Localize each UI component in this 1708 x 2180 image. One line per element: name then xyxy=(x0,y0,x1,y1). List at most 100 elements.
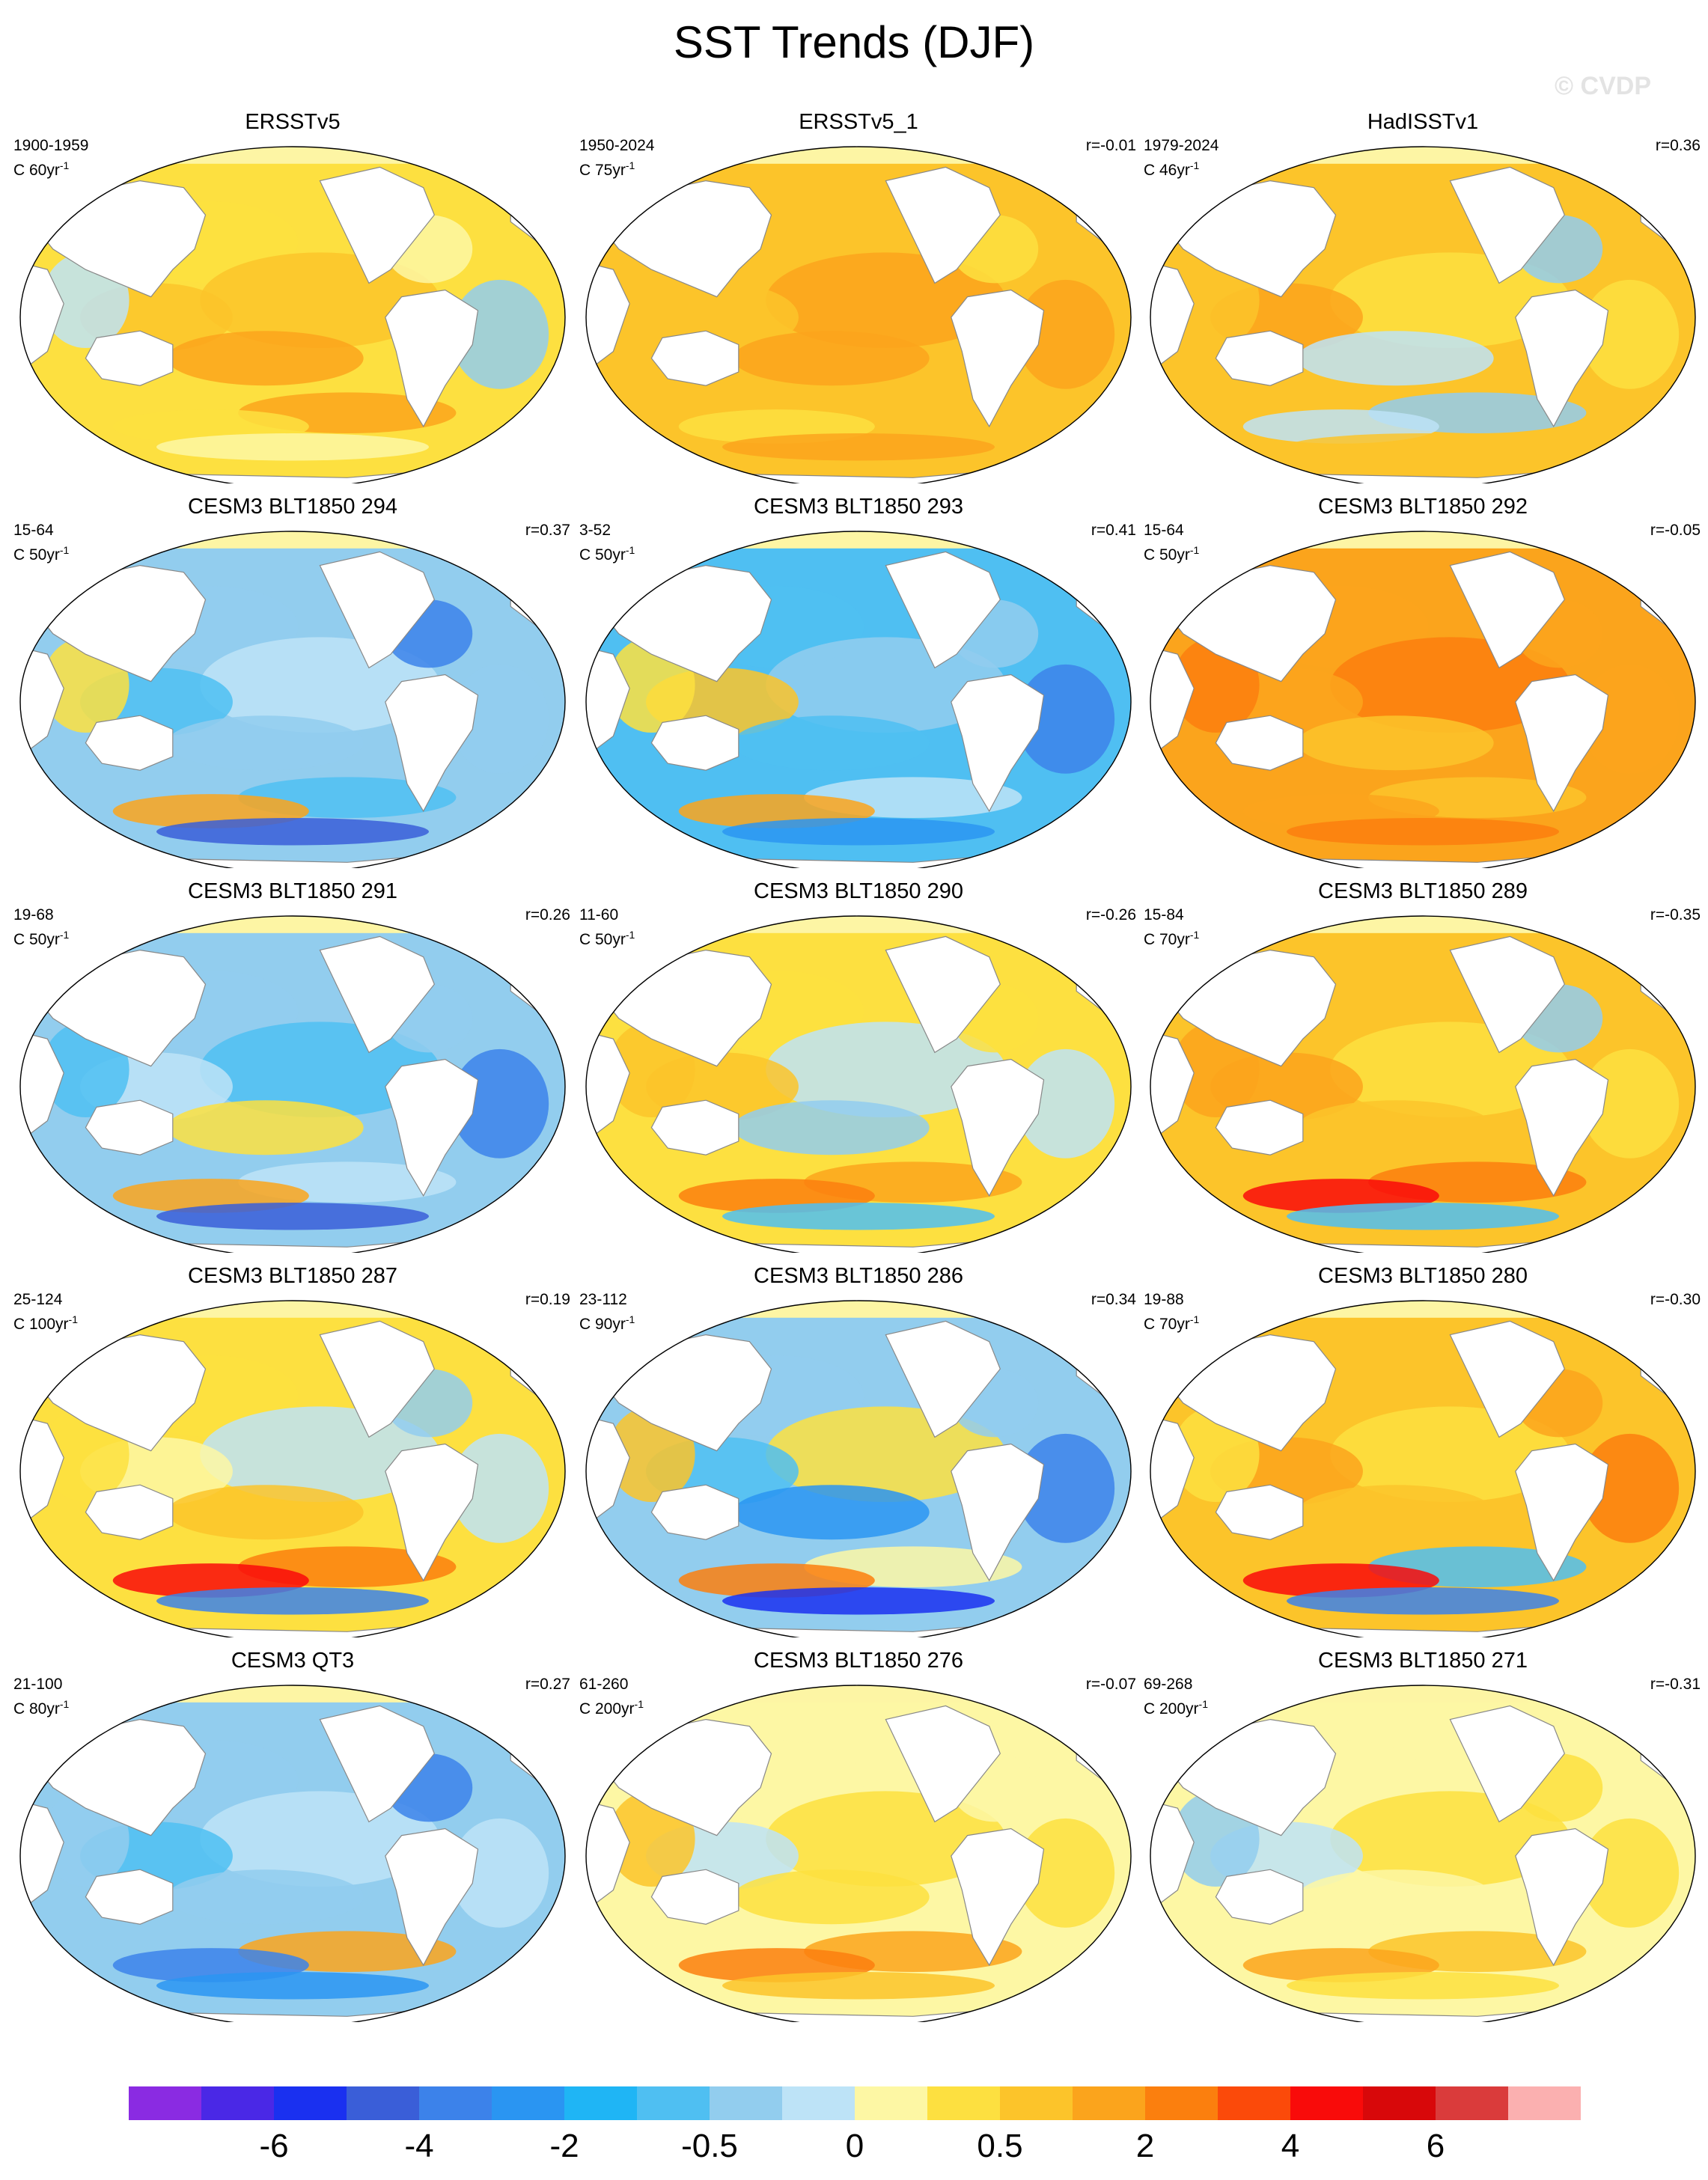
panel-correlation: r=0.19 xyxy=(525,1291,570,1308)
trend-region xyxy=(1581,279,1680,389)
trend-region xyxy=(722,1972,995,2000)
map-border xyxy=(585,915,1132,1253)
panel-trend-scale: C 60yr-1 xyxy=(13,156,69,180)
colorbar-swatch xyxy=(129,2086,201,2120)
land-australia xyxy=(1215,1099,1304,1155)
panel-title: CESM3 BLT1850 271 xyxy=(1318,1649,1528,1673)
land-australia xyxy=(650,1484,739,1540)
trend-region xyxy=(1297,1485,1494,1540)
colorbar-swatch xyxy=(855,2086,927,2120)
panel-trend-scale-text: C 70yr xyxy=(1144,1316,1190,1333)
map-projection xyxy=(1150,146,1696,483)
panel-trend-scale-text: C 46yr xyxy=(1144,162,1190,179)
map-panel: CESM3 BLT1850 286 23-112 C 90yr-1 r=0.34 xyxy=(576,1263,1141,1637)
land-samerica xyxy=(951,674,1045,813)
panel-trend-scale: C 70yr-1 xyxy=(1144,925,1199,950)
trend-region xyxy=(733,715,930,771)
panel-title: CESM3 BLT1850 292 xyxy=(1318,495,1528,519)
land-namerica xyxy=(1449,1320,1565,1438)
panel-trend-scale-exponent: -1 xyxy=(59,1698,70,1710)
panel-trend-scale: C 200yr-1 xyxy=(1144,1694,1208,1719)
land-namerica xyxy=(319,1705,435,1823)
trend-region xyxy=(1581,1818,1680,1928)
sea-ice xyxy=(20,1301,565,1318)
map-projection xyxy=(585,146,1132,483)
map-panel: CESM3 BLT1850 276 61-260 C 200yr-1 r=-0.07 xyxy=(576,1648,1141,2022)
panel-years: 23-112 xyxy=(579,1291,627,1308)
land-samerica xyxy=(1515,1058,1609,1197)
panel-years: 69-268 xyxy=(1144,1676,1193,1693)
land-namerica xyxy=(1449,935,1565,1054)
sea-ice xyxy=(1150,1685,1695,1703)
panel-trend-scale-text: C 50yr xyxy=(13,931,60,948)
colorbar-label: 0.5 xyxy=(977,2128,1023,2164)
trend-region xyxy=(1297,715,1494,771)
trend-region xyxy=(1297,1869,1494,1925)
trend-region xyxy=(1016,664,1115,774)
panel-correlation: r=-0.26 xyxy=(1085,906,1136,923)
map-border xyxy=(1150,1300,1696,1637)
map-projection xyxy=(19,146,566,483)
colorbar-label: -4 xyxy=(404,2128,434,2164)
trend-region xyxy=(167,1100,364,1155)
land-africa xyxy=(586,262,630,373)
panel-title: HadISSTv1 xyxy=(1367,110,1479,134)
trend-region xyxy=(1581,1433,1680,1543)
land-namerica xyxy=(1449,1705,1565,1823)
map-panel: CESM3 BLT1850 287 25-124 C 100yr-1 r=0.19 xyxy=(10,1263,575,1637)
trend-region xyxy=(156,1587,429,1615)
trend-region xyxy=(722,818,995,846)
watermark: © CVDP xyxy=(1555,72,1651,100)
panel-trend-scale-text: C 200yr xyxy=(579,1700,635,1718)
land-samerica xyxy=(951,1443,1045,1582)
map-border xyxy=(585,1685,1132,2022)
land-africa xyxy=(586,647,630,758)
colorbar-label: 2 xyxy=(1135,2128,1155,2164)
land-namerica xyxy=(319,935,435,1054)
trend-region xyxy=(451,1818,549,1928)
sea-ice xyxy=(1150,531,1695,549)
colorbar-swatch xyxy=(927,2086,1000,2120)
trend-region xyxy=(1297,331,1494,386)
colorbar-swatch xyxy=(637,2086,710,2120)
panel-correlation: r=-0.01 xyxy=(1085,137,1136,154)
trend-region xyxy=(156,818,429,846)
panel-trend-scale-exponent: -1 xyxy=(59,929,70,941)
colorbar-swatch xyxy=(1145,2086,1218,2120)
land-australia xyxy=(650,330,739,386)
land-samerica xyxy=(951,1058,1045,1197)
panel-trend-scale: C 50yr-1 xyxy=(13,540,69,565)
land-samerica xyxy=(951,289,1045,428)
colorbar-label: -0.5 xyxy=(681,2128,738,2164)
panel-trend-scale: C 50yr-1 xyxy=(13,925,69,950)
map-panel: CESM3 BLT1850 280 19-88 C 70yr-1 r=-0.30 xyxy=(1141,1263,1705,1637)
trend-region xyxy=(733,1100,930,1155)
map-projection xyxy=(1150,1685,1696,2022)
map-panel: CESM3 BLT1850 292 15-64 C 50yr-1 r=-0.05 xyxy=(1141,494,1705,868)
sea-ice xyxy=(586,147,1131,164)
land-australia xyxy=(85,1484,174,1540)
sea-ice xyxy=(1150,147,1695,164)
colorbar-swatch xyxy=(419,2086,492,2120)
panel-trend-scale-exponent: -1 xyxy=(59,159,70,171)
sea-ice xyxy=(586,531,1131,549)
trend-region xyxy=(1287,1972,1559,2000)
land-namerica xyxy=(319,551,435,669)
panel-years: 19-88 xyxy=(1144,1291,1184,1308)
trend-region xyxy=(451,279,549,389)
sea-ice xyxy=(20,531,565,549)
panel-title: CESM3 BLT1850 290 xyxy=(754,879,963,903)
trend-region xyxy=(156,1972,429,2000)
land-africa xyxy=(20,1031,64,1143)
colorbar-swatch xyxy=(1290,2086,1363,2120)
map-projection xyxy=(19,531,566,868)
trend-region xyxy=(1016,1048,1115,1158)
map-panel: CESM3 BLT1850 291 19-68 C 50yr-1 r=0.26 xyxy=(10,879,575,1253)
trend-region xyxy=(722,1587,995,1615)
map-border xyxy=(19,146,566,483)
land-africa xyxy=(1150,1416,1195,1527)
map-panel: CESM3 QT3 21-100 C 80yr-1 r=0.27 xyxy=(10,1648,575,2022)
colorbar-swatch xyxy=(347,2086,419,2120)
land-samerica xyxy=(385,1443,479,1582)
land-namerica xyxy=(319,166,435,284)
